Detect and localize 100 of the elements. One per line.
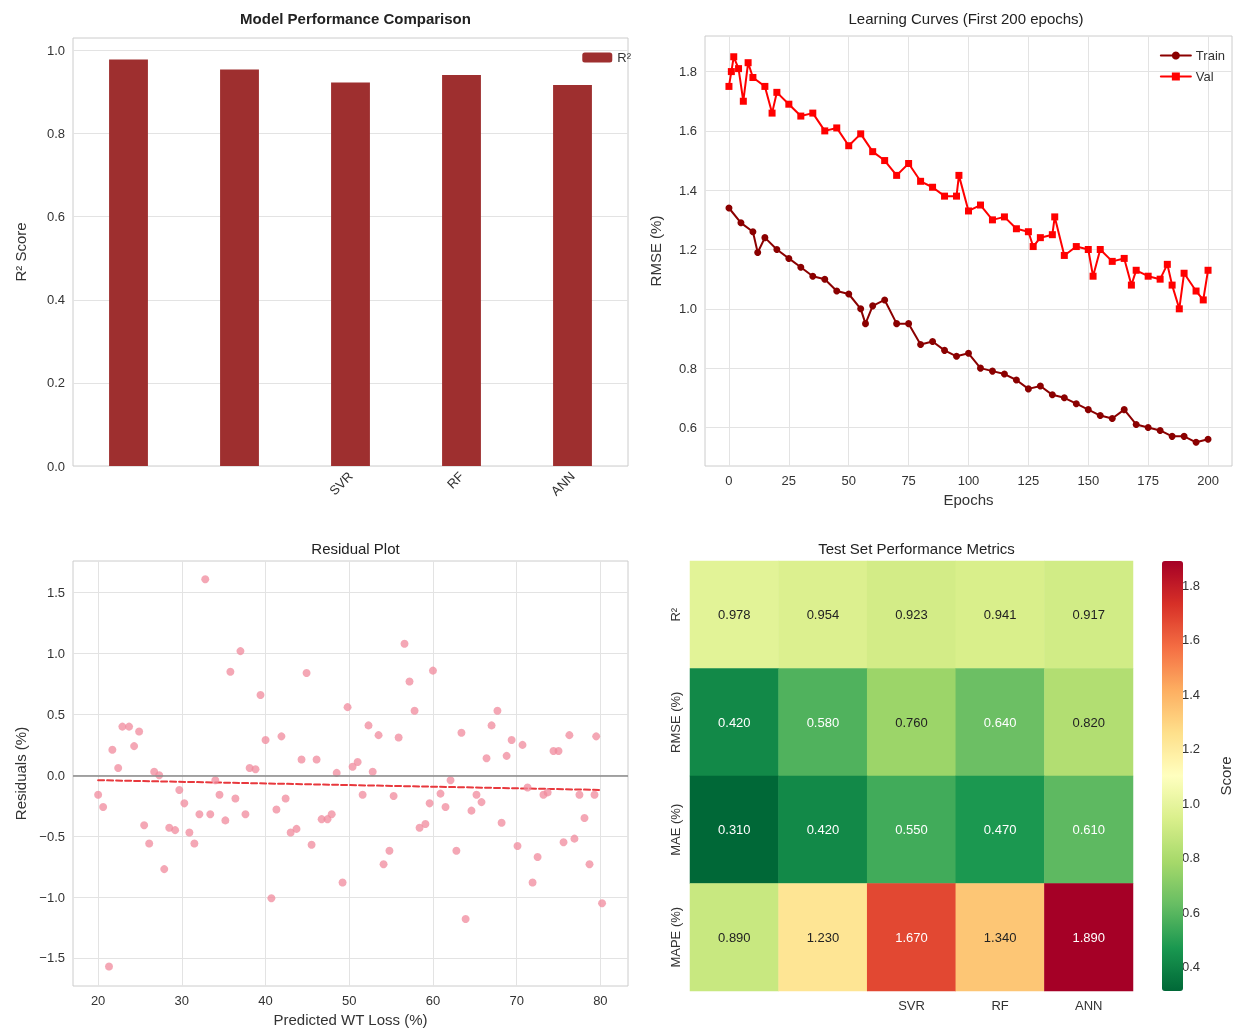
point <box>1156 275 1164 283</box>
point <box>735 65 743 73</box>
point <box>744 59 752 67</box>
point <box>761 82 769 90</box>
point <box>1180 269 1188 277</box>
y-tick-label: 1.2 <box>678 242 697 258</box>
point <box>773 88 781 96</box>
y-axis-title: Residuals (%) <box>12 726 30 821</box>
x-tick-label: 25 <box>781 473 797 488</box>
chart-title: Model Performance Comparison <box>240 10 471 27</box>
x-tick-label: 50 <box>841 473 856 488</box>
legend-label: Train <box>1195 48 1225 63</box>
y-tick-label: 0.6 <box>46 209 65 225</box>
x-tick-label: RF <box>443 468 467 492</box>
point <box>1108 257 1116 265</box>
x-axis-title: Epochs <box>943 491 994 508</box>
y-tick-label: 1.5 <box>46 585 65 601</box>
x-tick-label: 75 <box>901 473 916 488</box>
point <box>953 192 961 200</box>
point <box>1036 234 1044 242</box>
point <box>845 142 853 150</box>
point <box>785 100 793 108</box>
color-bar-label: 1.4 <box>1182 686 1201 702</box>
point <box>1199 296 1207 304</box>
y-tick-label: 1.0 <box>46 646 65 662</box>
data-label: 0.420 <box>718 714 751 730</box>
point <box>1163 260 1171 268</box>
y-tick-label: −1.0 <box>39 889 65 905</box>
y-tick-label: R² <box>668 607 683 622</box>
color-bar-label: 1.0 <box>1182 795 1201 811</box>
point <box>1096 412 1104 420</box>
x-tick-label: 50 <box>342 993 357 1008</box>
point <box>988 367 996 375</box>
point <box>1084 246 1092 254</box>
point <box>754 248 762 256</box>
point <box>1012 225 1020 233</box>
point <box>917 340 925 348</box>
data-label: 0.420 <box>806 822 840 838</box>
x-tick-label: 20 <box>90 993 106 1008</box>
point <box>1132 266 1140 274</box>
point <box>1175 305 1183 313</box>
y-tick-label: RMSE (%) <box>668 691 683 753</box>
data-label: 1.670 <box>895 929 928 945</box>
point <box>965 349 972 357</box>
point <box>773 246 781 254</box>
point <box>1000 213 1008 221</box>
y-tick-label: 0.8 <box>678 360 697 376</box>
color-bar-label: 1.6 <box>1182 632 1201 648</box>
point <box>857 305 865 313</box>
data-label: 0.310 <box>718 822 751 838</box>
point <box>809 109 817 117</box>
point <box>821 275 829 283</box>
chart-title: Learning Curves (First 200 epochs) <box>848 10 1084 27</box>
point <box>869 148 877 156</box>
point <box>929 337 937 345</box>
point <box>941 192 949 200</box>
point <box>941 346 949 354</box>
legend-label: Val <box>1195 69 1214 84</box>
point <box>1036 382 1044 390</box>
point <box>761 234 769 242</box>
data-label: 0.640 <box>983 714 1017 730</box>
color-bar-label: 0.4 <box>1182 959 1201 975</box>
data-label: 0.580 <box>806 714 840 730</box>
point <box>809 272 817 280</box>
point <box>1051 213 1059 221</box>
color-bar-title: Score <box>1217 756 1234 796</box>
chart-title: Residual Plot <box>311 540 401 557</box>
point <box>955 171 963 179</box>
point <box>797 263 805 271</box>
y-tick-label: −0.5 <box>39 828 65 844</box>
point <box>929 183 937 191</box>
data-label: 0.550 <box>895 822 928 838</box>
point <box>881 296 889 304</box>
point <box>1156 426 1164 434</box>
y-tick-label: 1.0 <box>46 42 65 58</box>
data-label: 0.760 <box>895 714 928 730</box>
x-tick-label: 70 <box>509 993 524 1008</box>
data-label: 0.978 <box>718 607 751 623</box>
point <box>1127 281 1135 289</box>
point <box>785 254 793 262</box>
x-tick-label: 175 <box>1137 473 1160 488</box>
point <box>1029 243 1037 251</box>
data-label: 0.954 <box>806 607 840 623</box>
y-tick-label: 0.5 <box>46 706 65 722</box>
point <box>725 82 733 90</box>
point <box>737 219 745 227</box>
point <box>1204 435 1212 443</box>
y-tick-label: 1.6 <box>678 123 697 139</box>
point <box>862 320 869 328</box>
point <box>1024 385 1032 393</box>
point <box>1192 287 1200 295</box>
data-label: 1.890 <box>1072 929 1105 945</box>
y-tick-label: 0.4 <box>46 292 65 308</box>
point <box>1096 246 1104 254</box>
bar <box>553 84 592 466</box>
data-label: 0.923 <box>895 607 928 623</box>
point <box>953 352 961 360</box>
x-tick-label: 0 <box>725 473 733 488</box>
data-label: 0.820 <box>1072 714 1105 730</box>
y-tick-label: 1.4 <box>678 182 697 198</box>
